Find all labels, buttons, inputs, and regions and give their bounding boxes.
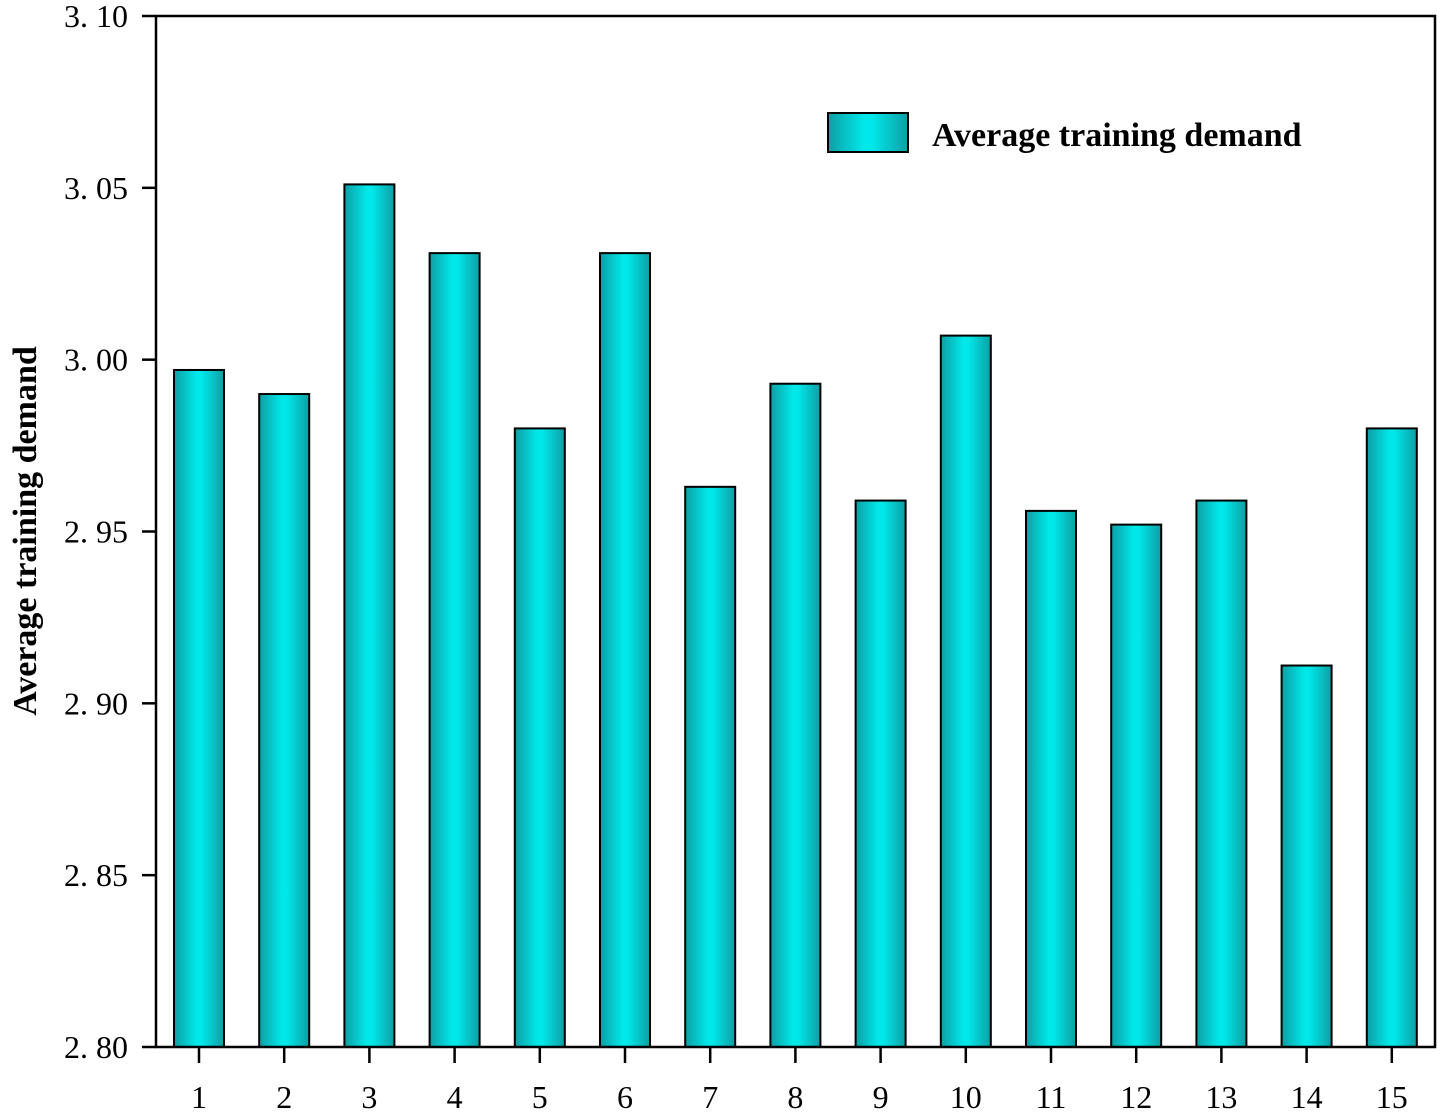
x-tick-label: 2 bbox=[276, 1079, 292, 1114]
y-tick-label: 2. 85 bbox=[64, 857, 128, 893]
x-tick-label: 8 bbox=[787, 1079, 803, 1114]
bar bbox=[343, 183, 396, 1048]
bar bbox=[1025, 509, 1077, 1048]
bar-series bbox=[173, 183, 1418, 1049]
bar bbox=[854, 499, 907, 1048]
x-tick-label: 14 bbox=[1291, 1079, 1323, 1114]
x-tick-label: 10 bbox=[950, 1079, 982, 1114]
x-tick-label: 5 bbox=[532, 1079, 548, 1114]
x-tick-label: 7 bbox=[702, 1079, 718, 1114]
x-tick-label: 1 bbox=[191, 1079, 207, 1114]
y-tick-label: 2. 95 bbox=[64, 514, 128, 550]
x-tick-label: 15 bbox=[1376, 1079, 1408, 1114]
bar bbox=[1365, 427, 1418, 1048]
x-tick-label: 9 bbox=[873, 1079, 889, 1114]
x-tick-label: 12 bbox=[1120, 1079, 1152, 1114]
y-axis-title: Average training demand bbox=[7, 346, 44, 716]
legend-swatch bbox=[827, 112, 909, 153]
bar bbox=[939, 334, 992, 1048]
y-tick-label: 2. 80 bbox=[64, 1029, 128, 1065]
x-tick-label: 11 bbox=[1036, 1079, 1067, 1114]
bar bbox=[1280, 664, 1333, 1049]
bar bbox=[599, 252, 651, 1048]
bar bbox=[513, 427, 566, 1048]
y-axis-ticks: 2. 80 2. 85 2. 90 2. 95 3. 00 3. 05 3. 10 bbox=[64, 0, 156, 1065]
y-tick-label: 2. 90 bbox=[64, 685, 128, 721]
x-tick-label: 3 bbox=[361, 1079, 377, 1114]
bar bbox=[769, 382, 822, 1048]
x-tick-label: 13 bbox=[1205, 1079, 1237, 1114]
bar bbox=[428, 252, 481, 1048]
plot-frame bbox=[154, 14, 1437, 1049]
y-tick-label: 3. 10 bbox=[64, 0, 128, 34]
bar bbox=[258, 393, 311, 1048]
legend-label: Average training demand bbox=[932, 117, 1302, 154]
x-axis-ticks: 1 2 3 4 5 6 7 8 9 10 11 12 13 14 15 bbox=[191, 1047, 1408, 1114]
bar bbox=[684, 485, 737, 1049]
bar bbox=[173, 368, 225, 1048]
y-tick-label: 3. 05 bbox=[64, 170, 128, 206]
bar bbox=[1195, 499, 1248, 1048]
bar bbox=[1110, 523, 1163, 1048]
x-tick-label: 6 bbox=[617, 1079, 633, 1114]
y-tick-label: 3. 00 bbox=[64, 342, 128, 378]
legend: Average training demand bbox=[827, 112, 1302, 154]
x-tick-label: 4 bbox=[447, 1079, 463, 1114]
